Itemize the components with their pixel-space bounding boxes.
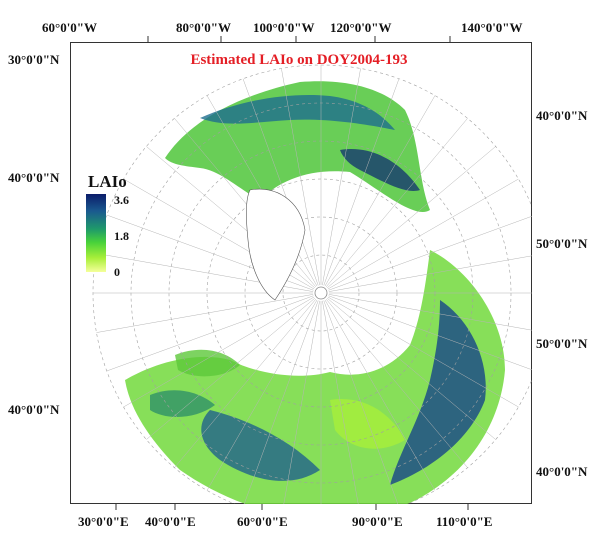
meridian-line — [243, 300, 319, 504]
meridian-lines — [93, 65, 532, 504]
legend-mid-value: 1.8 — [114, 229, 129, 243]
meridian-line — [283, 300, 320, 504]
meridian-line — [123, 296, 315, 408]
greenland-outline — [246, 188, 306, 301]
right-label-40n-upper: 40°0'0"N — [536, 108, 588, 123]
meridian-line — [328, 255, 532, 292]
meridian-line — [328, 294, 532, 331]
meridian-line — [327, 296, 519, 408]
top-label-100w: 100°0'0"W — [253, 20, 315, 35]
meridian-line — [326, 297, 496, 440]
map-title: Estimated LAIo on DOY2004-193 — [190, 52, 408, 68]
left-label-40n-upper: 40°0'0"N — [8, 170, 60, 185]
legend-min-value: 0 — [114, 265, 120, 279]
top-label-60w: 60°0'0"W — [42, 20, 98, 35]
meridian-line — [242, 78, 319, 286]
meridian-line — [324, 95, 436, 287]
pole-marker — [314, 286, 328, 300]
legend-max-value: 3.6 — [114, 193, 129, 207]
vegetation-layer — [125, 81, 505, 504]
meridian-line — [281, 68, 320, 286]
bottom-label-60e: 60°0'0"E — [237, 514, 288, 529]
meridian-line — [106, 295, 314, 372]
meridian-line — [323, 78, 400, 286]
right-label-50n-upper: 50°0'0"N — [536, 236, 588, 251]
legend-color-ramp — [86, 194, 106, 272]
legend-title: LAIo — [88, 172, 127, 191]
meridian-line — [322, 68, 361, 286]
meridian-line — [96, 294, 314, 333]
meridian-line — [206, 299, 318, 491]
bottom-label-90e: 90°0'0"E — [352, 514, 403, 529]
top-label-80w: 80°0'0"W — [176, 20, 232, 35]
bottom-label-110e: 110°0'0"E — [436, 514, 493, 529]
meridian-line — [322, 300, 359, 504]
meridian-line — [327, 178, 519, 290]
meridian-line — [325, 298, 468, 468]
meridian-line — [326, 146, 496, 289]
frame-ticks — [115, 36, 469, 510]
meridian-line — [323, 300, 399, 504]
meridian-line — [174, 298, 317, 468]
left-label-30n: 30°0'0"N — [8, 52, 60, 67]
top-label-140w: 140°0'0"W — [461, 20, 523, 35]
right-label-40n-lower: 40°0'0"N — [536, 464, 588, 479]
meridian-line — [328, 295, 532, 371]
meridian-line — [324, 299, 436, 491]
top-label-120w: 120°0'0"W — [330, 20, 392, 35]
meridian-line — [325, 118, 468, 288]
meridian-line — [328, 215, 532, 291]
left-label-40n-lower: 40°0'0"N — [8, 402, 60, 417]
right-label-50n-lower: 50°0'0"N — [536, 336, 588, 351]
bottom-label-40e: 40°0'0"E — [145, 514, 196, 529]
meridian-line — [146, 297, 316, 440]
bottom-label-30e: 30°0'0"E — [78, 514, 129, 529]
